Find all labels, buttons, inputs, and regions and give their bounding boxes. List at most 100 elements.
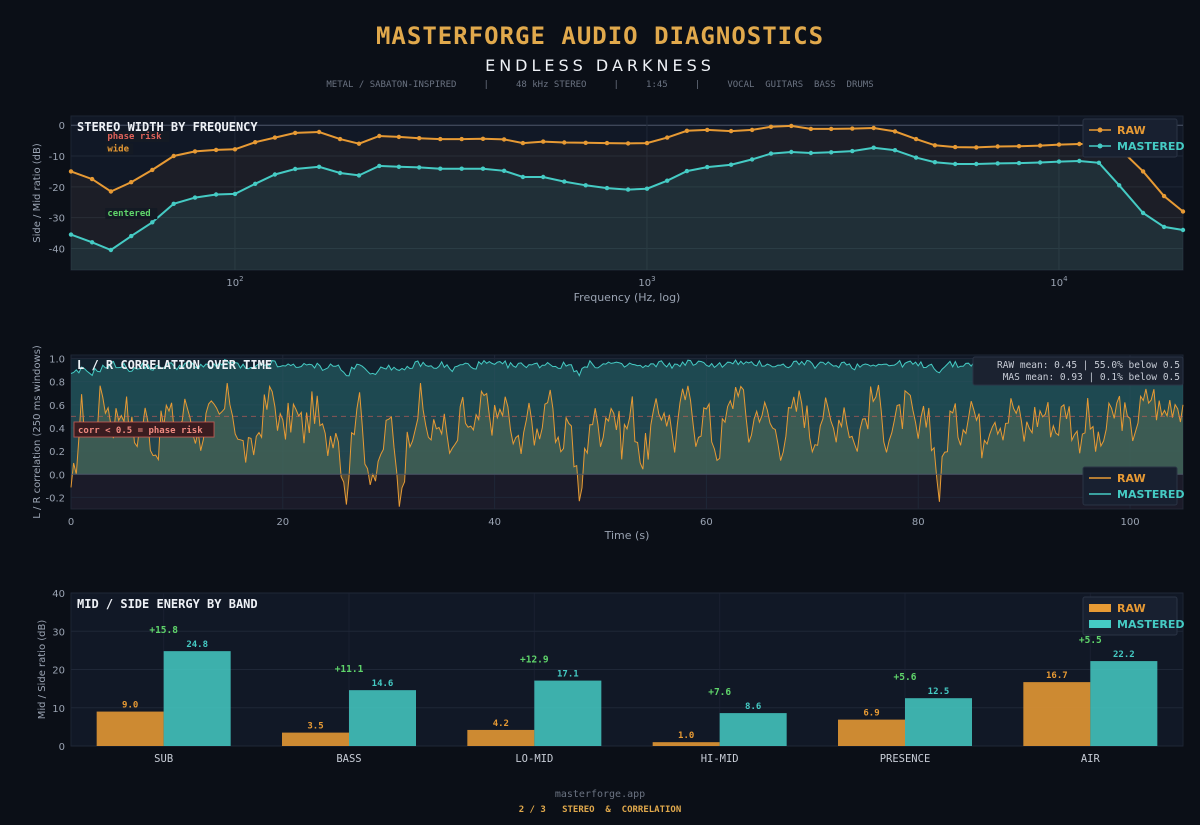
stereo-width-area-raw <box>71 125 1183 271</box>
mid-side-y-tick: 10 <box>52 704 65 715</box>
stereo-width-point <box>789 149 794 155</box>
stereo-width-point <box>316 129 322 135</box>
stereo-width-point <box>705 127 710 133</box>
stereo-width-annotation: centered <box>107 209 150 219</box>
stereo-width-point <box>1140 169 1146 174</box>
stereo-width-point <box>892 148 898 153</box>
stereo-width-point <box>932 160 938 165</box>
stereo-width-point <box>1180 227 1186 233</box>
mid-side-bar-label: 8.6 <box>745 702 761 712</box>
mid-side-y-tick: 0 <box>59 742 65 753</box>
mid-side-bar-raw <box>282 732 349 746</box>
stereo-width-point <box>705 164 710 170</box>
mid-side-legend-label: MASTERED <box>1117 618 1185 631</box>
stereo-width-point <box>728 128 734 134</box>
stereo-width-point <box>684 168 690 174</box>
correlation-threshold-label-box <box>73 421 215 438</box>
stereo-width-point <box>604 185 610 191</box>
stereo-width-point <box>417 165 422 170</box>
stereo-width-point <box>232 191 238 197</box>
stereo-width-point <box>1161 193 1167 199</box>
mid-side-bar-mastered <box>719 713 787 746</box>
footer-page-indicator: 2 / 3 STEREO & CORRELATION <box>518 805 682 815</box>
stereo-width-point <box>644 140 650 146</box>
correlation-x-tick: 100 <box>1121 517 1140 528</box>
stereo-width-point <box>520 174 526 180</box>
correlation-threshold-label: corr < 0.5 = phase risk <box>78 425 203 436</box>
stereo-width-point <box>995 144 1000 149</box>
mid-side-category-label: HI-MID <box>701 753 739 765</box>
correlation-y-tick: 0.2 <box>49 447 65 458</box>
stereo-width-y-tick: -30 <box>49 214 65 225</box>
mid-side-bar-label: 9.0 <box>122 701 138 711</box>
stereo-width-area-mastered <box>71 147 1183 270</box>
stereo-width-point <box>1037 143 1043 148</box>
stereo-width-point <box>974 161 979 167</box>
stereo-width-point <box>562 140 567 145</box>
stereo-width-point <box>541 174 546 180</box>
stereo-width-point <box>871 125 876 131</box>
stereo-width-legend-label: RAW <box>1117 124 1146 137</box>
mid-side-bar-mastered <box>349 690 416 746</box>
stereo-width-point <box>417 136 422 141</box>
mid-side-delta-label: +7.6 <box>708 687 731 698</box>
stereo-width-point <box>583 183 588 188</box>
stereo-width-point <box>808 126 814 132</box>
correlation-x-label: Time (s) <box>604 529 650 542</box>
stereo-width-point <box>1056 142 1062 147</box>
correlation-y-label: L / R correlation (250 ms windows) <box>32 345 43 519</box>
stereo-width-point <box>625 187 631 192</box>
mid-side-bar-raw <box>1023 682 1091 746</box>
stereo-width-annotation: phase risk <box>107 131 162 142</box>
stereo-width-point <box>272 172 278 177</box>
mid-side-y-tick: 20 <box>52 666 65 677</box>
mid-side-category-label: BASS <box>336 753 361 765</box>
stereo-width-annotation-bg <box>105 143 134 155</box>
stereo-width-annotation-bg <box>105 208 158 220</box>
stereo-width-y-tick: -20 <box>49 183 65 194</box>
stereo-width-point <box>68 232 74 237</box>
stereo-width-point <box>995 161 1000 166</box>
stereo-width-point <box>89 176 95 182</box>
stereo-width-point <box>396 164 402 169</box>
correlation-x-tick: 20 <box>276 517 289 528</box>
stereo-width-point <box>459 136 464 142</box>
stereo-width-point <box>1016 160 1022 166</box>
mid-side-y-tick: 40 <box>52 589 65 600</box>
stereo-width-point <box>150 167 155 173</box>
stereo-width-point <box>913 136 919 142</box>
mid-side-bar-label: 1.0 <box>678 731 694 741</box>
stereo-width-point <box>583 140 588 145</box>
track-title: ENDLESS DARKNESS <box>485 56 715 75</box>
stereo-width-point <box>213 192 219 197</box>
stereo-width-point <box>253 181 258 186</box>
mid-side-bar-raw <box>467 729 535 746</box>
mid-side-category-label: AIR <box>1081 753 1101 765</box>
stereo-width-point <box>337 170 343 176</box>
mid-side-bar-raw <box>96 711 164 746</box>
stereo-width-legend-marker <box>1097 143 1103 149</box>
stereo-width-point <box>768 151 774 156</box>
mid-side-legend-swatch <box>1089 620 1111 628</box>
stereo-width-annotation-bg <box>105 131 170 143</box>
stereo-width-point <box>953 161 958 167</box>
mid-side-bar-label: 3.5 <box>307 722 323 732</box>
stereo-width-point <box>1056 159 1062 164</box>
stereo-width-point <box>1077 158 1082 164</box>
stereo-width-point <box>108 189 114 194</box>
stereo-width-point <box>377 163 382 169</box>
stereo-width-point <box>604 140 610 146</box>
stereo-width-point <box>68 169 74 174</box>
stereo-width-point <box>913 155 919 160</box>
stereo-width-point <box>480 136 486 141</box>
stereo-width-y-tick: -10 <box>49 152 65 163</box>
stereo-width-legend-label: MASTERED <box>1117 140 1185 153</box>
stereo-width-legend-box <box>1082 118 1178 158</box>
stereo-width-point <box>129 180 134 185</box>
stereo-width-point <box>213 147 219 153</box>
stereo-width-point <box>974 145 979 150</box>
mid-side-bar-mastered <box>1090 661 1158 746</box>
stereo-width-annotation: wide <box>107 143 129 154</box>
